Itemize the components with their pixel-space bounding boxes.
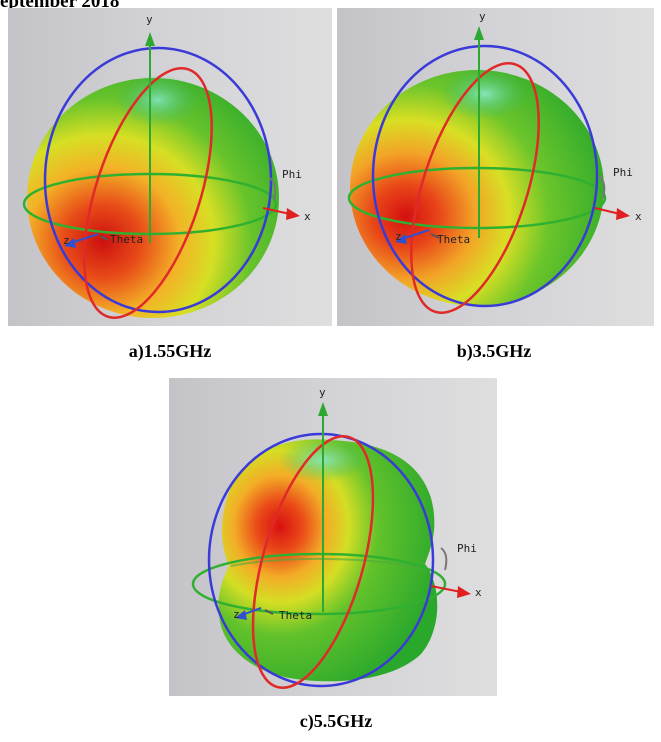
theta-marker (430, 233, 440, 239)
caption-a: a)1.55GHz (128, 341, 212, 361)
phi-label: Phi (457, 542, 477, 555)
pattern-body (27, 78, 279, 318)
radiation-pattern-3d-b: y x z Theta Phi (347, 10, 642, 314)
theta-marker (99, 235, 109, 241)
z-axis-arrow (64, 238, 76, 248)
blue-ring (371, 44, 599, 308)
pattern-panel-a: y x z Theta Phi (8, 8, 332, 326)
pattern-top-null (441, 68, 529, 120)
caption-b: b)3.5GHz (456, 341, 532, 361)
pattern-top-null (116, 74, 200, 126)
pattern-waist (230, 557, 428, 571)
caption-c: c)5.5GHz (299, 711, 373, 731)
z-axis-arrow (395, 234, 407, 244)
red-ring (251, 435, 375, 689)
x-axis-arrow (616, 208, 630, 220)
phi-marker (598, 175, 606, 199)
x-axis-line (594, 207, 621, 215)
phi-marker (269, 177, 277, 201)
y-axis-arrow (145, 32, 155, 46)
z-axis-arrow (235, 610, 247, 620)
phi-marker (440, 547, 448, 571)
red-ring (83, 67, 213, 319)
x-axis-line (262, 207, 291, 215)
y-axis-label: y (146, 13, 153, 26)
theta-marker (264, 609, 274, 615)
phi-label: Phi (613, 166, 633, 179)
x-axis-label: x (475, 586, 482, 599)
z-axis-label: z (63, 234, 70, 247)
theta-label: Theta (279, 609, 312, 622)
y-axis-arrow (318, 402, 328, 416)
x-axis-label: x (635, 210, 642, 223)
x-axis-line (430, 585, 462, 593)
x-axis-arrow (457, 586, 471, 598)
red-ring (410, 62, 540, 314)
phi-label: Phi (282, 168, 302, 181)
theta-label: Theta (110, 233, 143, 246)
y-axis-label: y (319, 386, 326, 399)
z-axis-label: z (233, 608, 240, 621)
blue-ring (207, 432, 435, 688)
z-axis-label: z (395, 230, 402, 243)
pattern-body (350, 70, 604, 306)
x-axis-label: x (304, 210, 311, 223)
x-axis-arrow (286, 208, 300, 220)
phi-ring (347, 166, 607, 230)
y-axis-arrow (474, 26, 484, 40)
pattern-panel-c: y x z Theta Phi (169, 378, 497, 696)
theta-label: Theta (437, 233, 470, 246)
radiation-pattern-3d-a: y x z Theta Phi (22, 13, 311, 319)
radiation-pattern-3d-c: y x z Theta Phi (191, 386, 482, 689)
phi-ring (191, 552, 447, 616)
y-axis-label: y (479, 10, 486, 23)
pattern-panel-b: y x z Theta Phi (337, 8, 654, 326)
pattern-body (218, 439, 438, 682)
